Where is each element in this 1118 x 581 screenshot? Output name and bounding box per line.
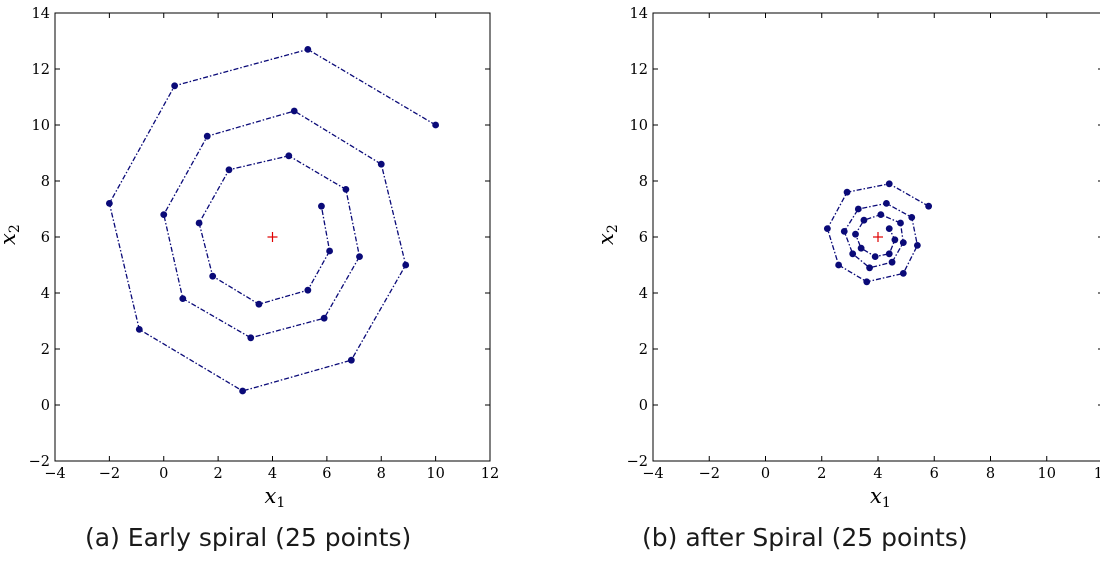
spiral-point (849, 250, 857, 258)
spiral-point (866, 264, 873, 272)
spiral-point (885, 250, 893, 258)
spiral-point (883, 200, 890, 207)
spiral-point (899, 270, 907, 277)
spiral-point (925, 202, 933, 210)
spiral-point (326, 247, 333, 255)
y-tick-label: 12 (630, 62, 648, 78)
spiral-point (356, 253, 363, 260)
spiral-point (290, 107, 298, 115)
spiral-point (105, 200, 113, 207)
center-plus-marker (873, 232, 883, 242)
spiral-point (891, 236, 899, 244)
y-tick-label: 12 (32, 62, 50, 78)
x-tick-label: 2 (214, 466, 223, 482)
x-tick-label: 0 (761, 466, 770, 482)
spiral-point (195, 219, 203, 227)
x-tick-label: −2 (699, 466, 720, 482)
x-tick-label: 12 (1094, 466, 1100, 482)
spiral-point (877, 211, 885, 219)
spiral-point (897, 219, 904, 227)
spiral-point (377, 160, 385, 168)
spiral-point (432, 121, 440, 129)
x-tick-label: 6 (322, 466, 331, 482)
x-tick-label: 8 (377, 466, 386, 482)
spiral-point (318, 202, 325, 210)
caption-a: (a) Early spiral (25 points) (85, 523, 412, 552)
spiral-point (304, 286, 312, 294)
x-tick-label: 10 (1038, 466, 1056, 482)
x-tick-label: 2 (817, 466, 826, 482)
spiral-point (908, 214, 916, 221)
spiral-point (247, 334, 255, 342)
spiral-point (203, 132, 211, 140)
y-tick-label: 14 (32, 6, 50, 22)
x-tick-label: 12 (481, 466, 499, 482)
spiral-point (888, 258, 896, 266)
y-axis-label: x2 (594, 224, 621, 245)
x-tick-label: −4 (642, 466, 663, 482)
y-tick-label: 4 (639, 286, 648, 302)
spiral-point (823, 225, 831, 233)
spiral-point (347, 356, 355, 364)
y-tick-label: −2 (627, 454, 648, 470)
spiral-point (899, 239, 907, 247)
y-tick-label: 8 (639, 174, 648, 190)
spiral-point (160, 211, 168, 219)
spiral-point (255, 300, 263, 308)
spiral-point (320, 314, 328, 322)
spiral-point (885, 180, 893, 188)
y-tick-label: 10 (32, 118, 50, 134)
x-tick-label: 6 (930, 466, 939, 482)
y-tick-label: 0 (639, 398, 648, 414)
x-tick-label: −4 (44, 466, 65, 482)
y-tick-label: 8 (41, 174, 50, 190)
spiral-point (171, 82, 179, 90)
y-tick-label: 14 (630, 6, 648, 22)
spiral-point (239, 387, 246, 395)
y-tick-label: 6 (639, 230, 648, 246)
x-tick-label: 10 (426, 466, 444, 482)
spiral-point (913, 242, 921, 249)
y-axis-label: x2 (0, 224, 23, 245)
spiral-point (860, 216, 868, 224)
spiral-point (871, 253, 879, 260)
y-tick-label: 6 (41, 230, 50, 246)
x-axis-label: x1 (870, 484, 891, 511)
y-tick-label: 10 (630, 118, 648, 134)
x-tick-label: 0 (159, 466, 168, 482)
spiral-line (108, 48, 436, 392)
x-tick-label: 4 (268, 466, 277, 482)
caption-b: (b) after Spiral (25 points) (642, 523, 968, 552)
spiral-point (225, 166, 233, 174)
y-tick-label: 2 (41, 342, 50, 358)
spiral-point (885, 225, 893, 233)
x-tick-label: 8 (986, 466, 995, 482)
x-axis-label: x1 (265, 484, 286, 511)
spiral-point (209, 272, 217, 280)
center-plus-marker (267, 232, 278, 242)
x-tick-label: 4 (873, 466, 882, 482)
spiral-point (857, 244, 865, 252)
spiral-point (304, 46, 312, 53)
spiral-point (285, 152, 293, 160)
spiral-point (179, 295, 187, 302)
spiral-point (840, 228, 848, 235)
spiral-point (135, 326, 143, 333)
spiral-point (402, 261, 410, 269)
spiral-point (835, 261, 843, 269)
spiral-point (843, 188, 851, 196)
y-tick-label: 2 (639, 342, 648, 358)
x-tick-label: −2 (99, 466, 120, 482)
spiral-point (854, 205, 862, 213)
spiral-point (342, 186, 350, 193)
spiral-point (863, 278, 871, 286)
y-tick-label: 0 (41, 398, 50, 414)
spiral-point (852, 230, 859, 238)
y-tick-label: −2 (29, 454, 50, 470)
y-tick-label: 4 (41, 286, 50, 302)
